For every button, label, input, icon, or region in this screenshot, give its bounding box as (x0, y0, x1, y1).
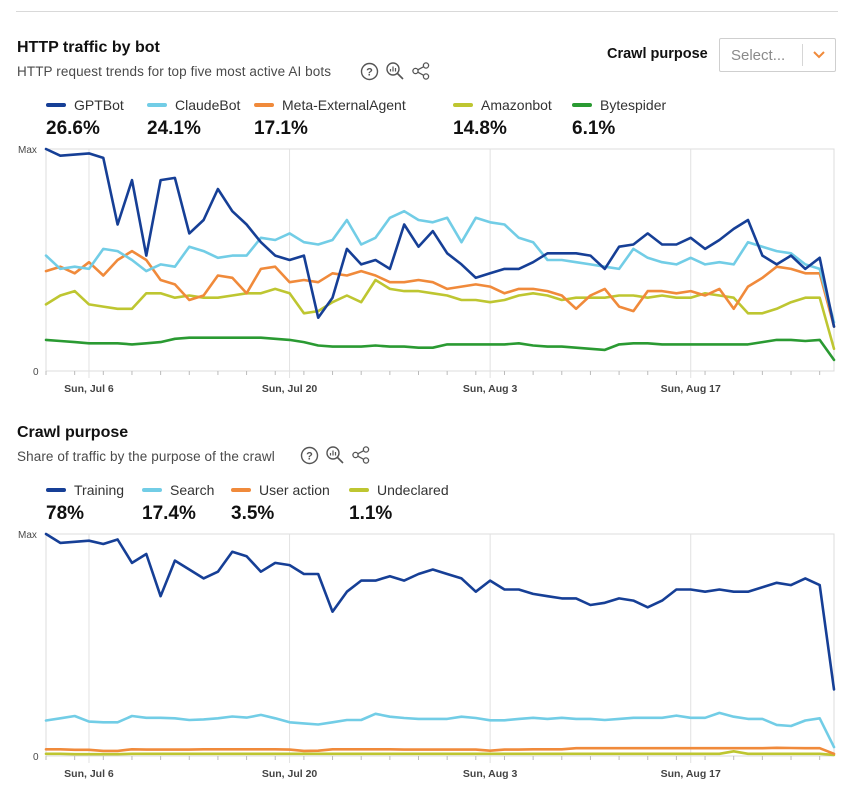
series-line-gptbot[interactable] (44, 147, 836, 328)
y-tick-label-zero: 0 (33, 367, 39, 378)
y-tick-label-max: Max (18, 530, 37, 541)
series-line-training[interactable] (44, 532, 836, 691)
legend-share: 3.5% (231, 503, 275, 524)
x-tick-label: Sun, Jul 20 (262, 383, 318, 395)
legend-label: Training (74, 482, 125, 498)
legend-share: 14.8% (453, 118, 507, 139)
share-icon[interactable] (411, 61, 431, 81)
series-line-user-action[interactable] (44, 746, 836, 756)
legend-label: Amazonbot (481, 97, 552, 113)
legend-swatch (46, 488, 66, 492)
legend-item-amazonbot[interactable]: Amazonbot 14.8% (453, 96, 572, 140)
x-tick-label: Sun, Aug 17 (661, 383, 721, 395)
x-tick-label: Sun, Aug 3 (463, 383, 518, 395)
y-tick-label-zero: 0 (33, 752, 39, 763)
legend-item-meta-externalagent[interactable]: Meta-ExternalAgent 17.1% (254, 96, 453, 140)
legend-share: 17.4% (142, 503, 196, 524)
series-line-bytespider[interactable] (44, 336, 836, 362)
plot-frame (45, 533, 835, 757)
y-tick-label-max: Max (18, 145, 37, 156)
legend-share: 24.1% (147, 118, 201, 139)
legend-swatch (349, 488, 369, 492)
zoom-icon[interactable] (385, 61, 405, 81)
help-icon[interactable]: ? (360, 62, 379, 81)
chart2-subtitle: Share of traffic by the purpose of the c… (17, 449, 275, 464)
legend-share: 6.1% (572, 118, 616, 139)
x-tick-label: Sun, Aug 3 (463, 768, 518, 780)
bot-traffic-chart[interactable]: Sun, Jul 6 Sun, Jul 20 Sun, Aug 3 Sun, Aug … (0, 0, 854, 400)
legend-swatch (231, 488, 251, 492)
svg-text:?: ? (306, 450, 313, 462)
chart1-legend: GPTBot 26.6% ClaudeBot 24.1% Meta-Extern… (46, 96, 682, 140)
legend-label: Undeclared (377, 482, 449, 498)
crawl-purpose-select[interactable]: Select... (719, 38, 836, 72)
legend-item-undeclared[interactable]: Undeclared 1.1% (349, 481, 469, 525)
legend-swatch (572, 103, 592, 107)
legend-swatch (453, 103, 473, 107)
chart1-subtitle: HTTP request trends for top five most ac… (17, 64, 332, 79)
chart2-title: Crawl purpose (17, 424, 129, 441)
legend-share: 78% (46, 503, 85, 524)
series-line-search[interactable] (44, 711, 836, 749)
legend-item-user-action[interactable]: User action 3.5% (231, 481, 349, 525)
select-separator (802, 44, 803, 66)
series-line-meta-externalagent[interactable] (44, 249, 836, 328)
share-icon[interactable] (351, 445, 371, 465)
legend-label: GPTBot (74, 97, 124, 113)
legend-label: Meta-ExternalAgent (282, 97, 406, 113)
plot-frame (45, 148, 835, 372)
x-tick-label: Sun, Aug 17 (661, 768, 721, 780)
top-divider (16, 11, 838, 12)
chart1-actions: ? (360, 61, 431, 81)
zoom-icon[interactable] (325, 445, 345, 465)
legend-share: 17.1% (254, 118, 308, 139)
legend-swatch (147, 103, 167, 107)
legend-item-gptbot[interactable]: GPTBot 26.6% (46, 96, 147, 140)
x-tick-label: Sun, Jul 6 (64, 383, 114, 395)
legend-label: Search (170, 482, 215, 498)
chart2-actions: ? (300, 445, 371, 465)
chart2-legend: Training 78% Search 17.4% User action 3.… (46, 481, 469, 525)
legend-share: 1.1% (349, 503, 393, 524)
legend-item-search[interactable]: Search 17.4% (142, 481, 231, 525)
select-placeholder: Select... (731, 47, 786, 64)
series-line-claudebot[interactable] (44, 209, 836, 324)
legend-swatch (142, 488, 162, 492)
series-line-undeclared[interactable] (44, 749, 836, 757)
legend-item-claudebot[interactable]: ClaudeBot 24.1% (147, 96, 254, 140)
crawl-purpose-filter-label: Crawl purpose (607, 46, 708, 62)
svg-text:?: ? (366, 66, 373, 78)
legend-swatch (46, 103, 66, 107)
legend-item-training[interactable]: Training 78% (46, 481, 142, 525)
chevron-down-icon[interactable] (812, 49, 826, 61)
legend-item-bytespider[interactable]: Bytespider 6.1% (572, 96, 682, 140)
legend-share: 26.6% (46, 118, 100, 139)
legend-label: Bytespider (600, 97, 667, 113)
help-icon[interactable]: ? (300, 446, 319, 465)
legend-label: User action (259, 482, 330, 498)
x-tick-label: Sun, Jul 6 (64, 768, 114, 780)
legend-label: ClaudeBot (175, 97, 241, 113)
legend-swatch (254, 103, 274, 107)
x-tick-label: Sun, Jul 20 (262, 768, 318, 780)
chart1-title: HTTP traffic by bot (17, 39, 160, 56)
